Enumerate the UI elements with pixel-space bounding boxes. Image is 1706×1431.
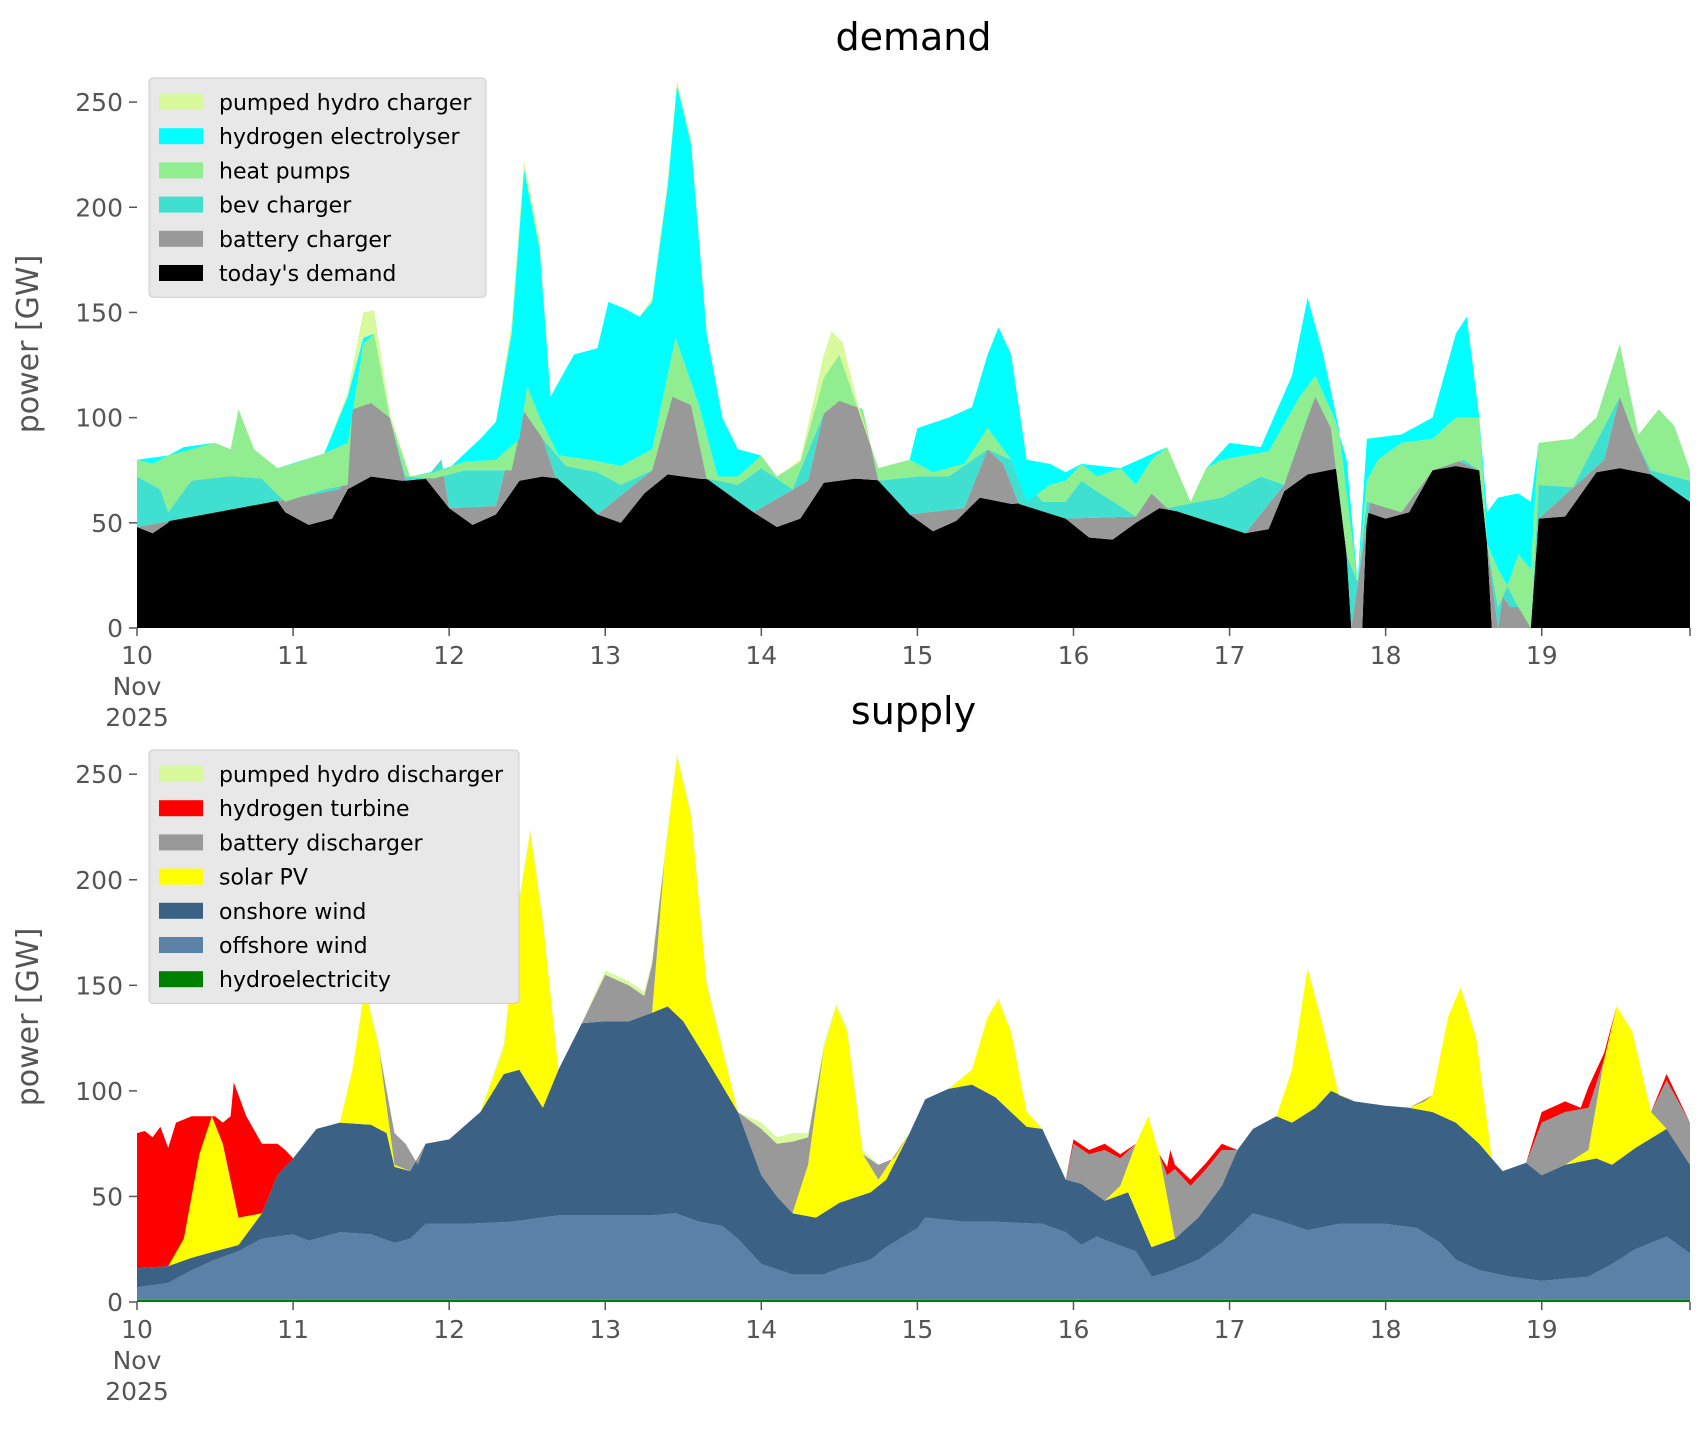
legend-swatch-onshore-wind — [159, 902, 203, 919]
x-tick-label: 13 — [589, 641, 621, 670]
x-tick-label: 2025 — [105, 1377, 169, 1406]
areas — [137, 753, 1690, 1302]
x-tick-label: Nov — [113, 672, 162, 701]
y-tick-label: 200 — [75, 193, 123, 222]
legend-swatch-solar-pv — [159, 868, 203, 885]
area-solar-pv — [137, 757, 1690, 1269]
area-onshore-wind — [137, 1006, 1690, 1288]
y-tick-label: 0 — [107, 614, 123, 643]
chart-title: demand — [835, 15, 991, 59]
legend-label-hydrogen-turbine: hydrogen turbine — [219, 797, 410, 822]
legend-label-today-s-demand: today's demand — [219, 262, 396, 287]
x-tick-label: Nov — [113, 1346, 162, 1375]
legend-label-hydroelectricity: hydroelectricity — [219, 968, 391, 993]
area-heat-pumps — [137, 333, 1690, 628]
x-tick-label: 12 — [433, 641, 465, 670]
y-tick-label: 100 — [75, 404, 123, 433]
y-tick-label: 50 — [91, 1182, 123, 1211]
y-tick-label: 100 — [75, 1077, 123, 1106]
area-battery-charger — [137, 396, 1690, 628]
x-tick-label: 17 — [1214, 641, 1246, 670]
legend: pumped hydro charger hydrogen electrolyse… — [148, 77, 487, 298]
x-tick-label: 14 — [745, 641, 777, 670]
legend-label-solar-pv: solar PV — [219, 866, 308, 891]
legend-swatch-pumped-hydro-discharger — [159, 766, 203, 782]
legend-swatch-heat-pumps — [159, 162, 203, 179]
x-tick-label: 13 — [589, 1315, 621, 1344]
legend-box — [148, 749, 520, 1004]
x-tick-label: 12 — [433, 1315, 465, 1344]
legend-swatch-pumped-hydro-charger — [159, 94, 203, 110]
legend-swatch-offshore-wind — [159, 937, 203, 953]
chart-title: supply — [851, 689, 976, 733]
legend-swatch-hydroelectricity — [159, 971, 203, 988]
y-tick-label: 50 — [91, 509, 123, 538]
legend-swatch-hydrogen-electrolyser — [159, 128, 203, 145]
y-tick-label: 150 — [75, 971, 123, 1000]
legend-label-offshore-wind: offshore wind — [219, 934, 368, 959]
y-axis-label: power [GW] — [11, 255, 46, 434]
area-hydrogen-electrolyser — [137, 85, 1690, 586]
y-tick-label: 250 — [75, 88, 123, 117]
areas — [137, 81, 1690, 628]
y-tick-label: 250 — [75, 760, 123, 789]
legend-label-hydrogen-electrolyser: hydrogen electrolyser — [219, 125, 460, 150]
x-tick-label: 11 — [277, 641, 309, 670]
legend-swatch-today-s-demand — [159, 265, 203, 281]
legend-label-onshore-wind: onshore wind — [219, 900, 366, 925]
x-tick-label: 19 — [1526, 1315, 1558, 1344]
legend-swatch-hydrogen-turbine — [159, 800, 203, 817]
x-tick-label: 14 — [745, 1315, 777, 1344]
x-tick-label: 2025 — [105, 703, 169, 732]
legend-swatch-battery-discharger — [159, 834, 203, 851]
x-tick-label: 16 — [1058, 641, 1090, 670]
x-tick-label: 15 — [901, 1315, 933, 1344]
x-tick-label: 16 — [1058, 1315, 1090, 1344]
y-tick-label: 150 — [75, 298, 123, 327]
area-bev-charger — [137, 396, 1690, 628]
area-offshore-wind — [137, 1213, 1690, 1300]
demand-panel: demand power [GW] 0 50 100 150 200 250 10Nov2025… — [11, 15, 1691, 732]
legend-label-pumped-hydro-discharger: pumped hydro discharger — [219, 763, 504, 788]
legend-swatch-battery-charger — [159, 230, 203, 247]
x-tick-label: 17 — [1214, 1315, 1246, 1344]
legend-label-battery-discharger: battery discharger — [219, 831, 424, 856]
y-tick-label: 200 — [75, 866, 123, 895]
legend-label-heat-pumps: heat pumps — [219, 159, 350, 184]
x-tick-label: 18 — [1370, 641, 1402, 670]
legend: pumped hydro discharger hydrogen turbine b… — [148, 749, 520, 1004]
x-tick-label: 15 — [901, 641, 933, 670]
area-today-s-demand — [137, 466, 1690, 628]
y-axis-label: power [GW] — [11, 928, 46, 1107]
area-hydroelectricity — [137, 1299, 1690, 1302]
legend-label-pumped-hydro-charger: pumped hydro charger — [219, 91, 472, 116]
y-tick-label: 0 — [107, 1288, 123, 1317]
legend-label-bev-charger: bev charger — [219, 194, 352, 219]
legend-swatch-bev-charger — [159, 196, 203, 213]
x-tick-label: 11 — [277, 1315, 309, 1344]
x-tick-label: 19 — [1526, 641, 1558, 670]
x-tick-label: 10 — [121, 641, 153, 670]
legend-box — [148, 77, 487, 298]
x-tick-label: 10 — [121, 1315, 153, 1344]
legend-label-battery-charger: battery charger — [219, 228, 392, 253]
x-tick-label: 18 — [1370, 1315, 1402, 1344]
